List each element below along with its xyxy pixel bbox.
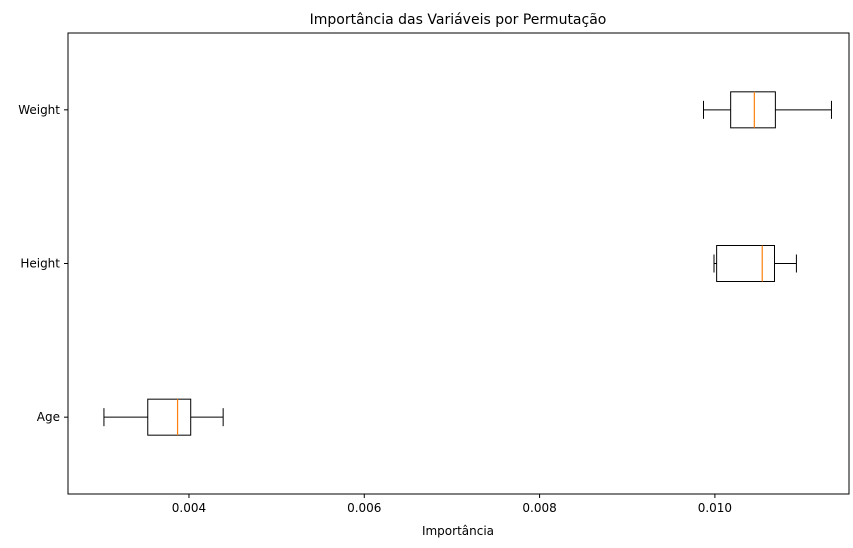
y-tick-label: Height <box>20 257 60 271</box>
box-weight <box>702 91 832 129</box>
x-axis: 0.004 0.006 0.008 0.010 <box>172 494 732 515</box>
x-tick-label: 0.008 <box>522 501 556 515</box>
x-tick-label: 0.006 <box>347 501 381 515</box>
iqr-box <box>716 245 775 282</box>
x-tick-label: 0.004 <box>172 501 206 515</box>
y-axis: Age Height Weight <box>18 103 68 424</box>
x-axis-label: Importância <box>422 524 494 538</box>
y-tick-label: Age <box>37 410 60 424</box>
axes-frame <box>67 32 850 495</box>
plot-area <box>103 91 832 436</box>
iqr-box <box>730 91 776 129</box>
iqr-box <box>147 398 192 436</box>
box-height <box>713 245 797 282</box>
x-tick-label: 0.010 <box>698 501 732 515</box>
y-tick-label: Weight <box>18 103 60 117</box>
chart-title: Importância das Variáveis por Permutação <box>310 12 607 28</box>
box-age <box>103 398 224 436</box>
